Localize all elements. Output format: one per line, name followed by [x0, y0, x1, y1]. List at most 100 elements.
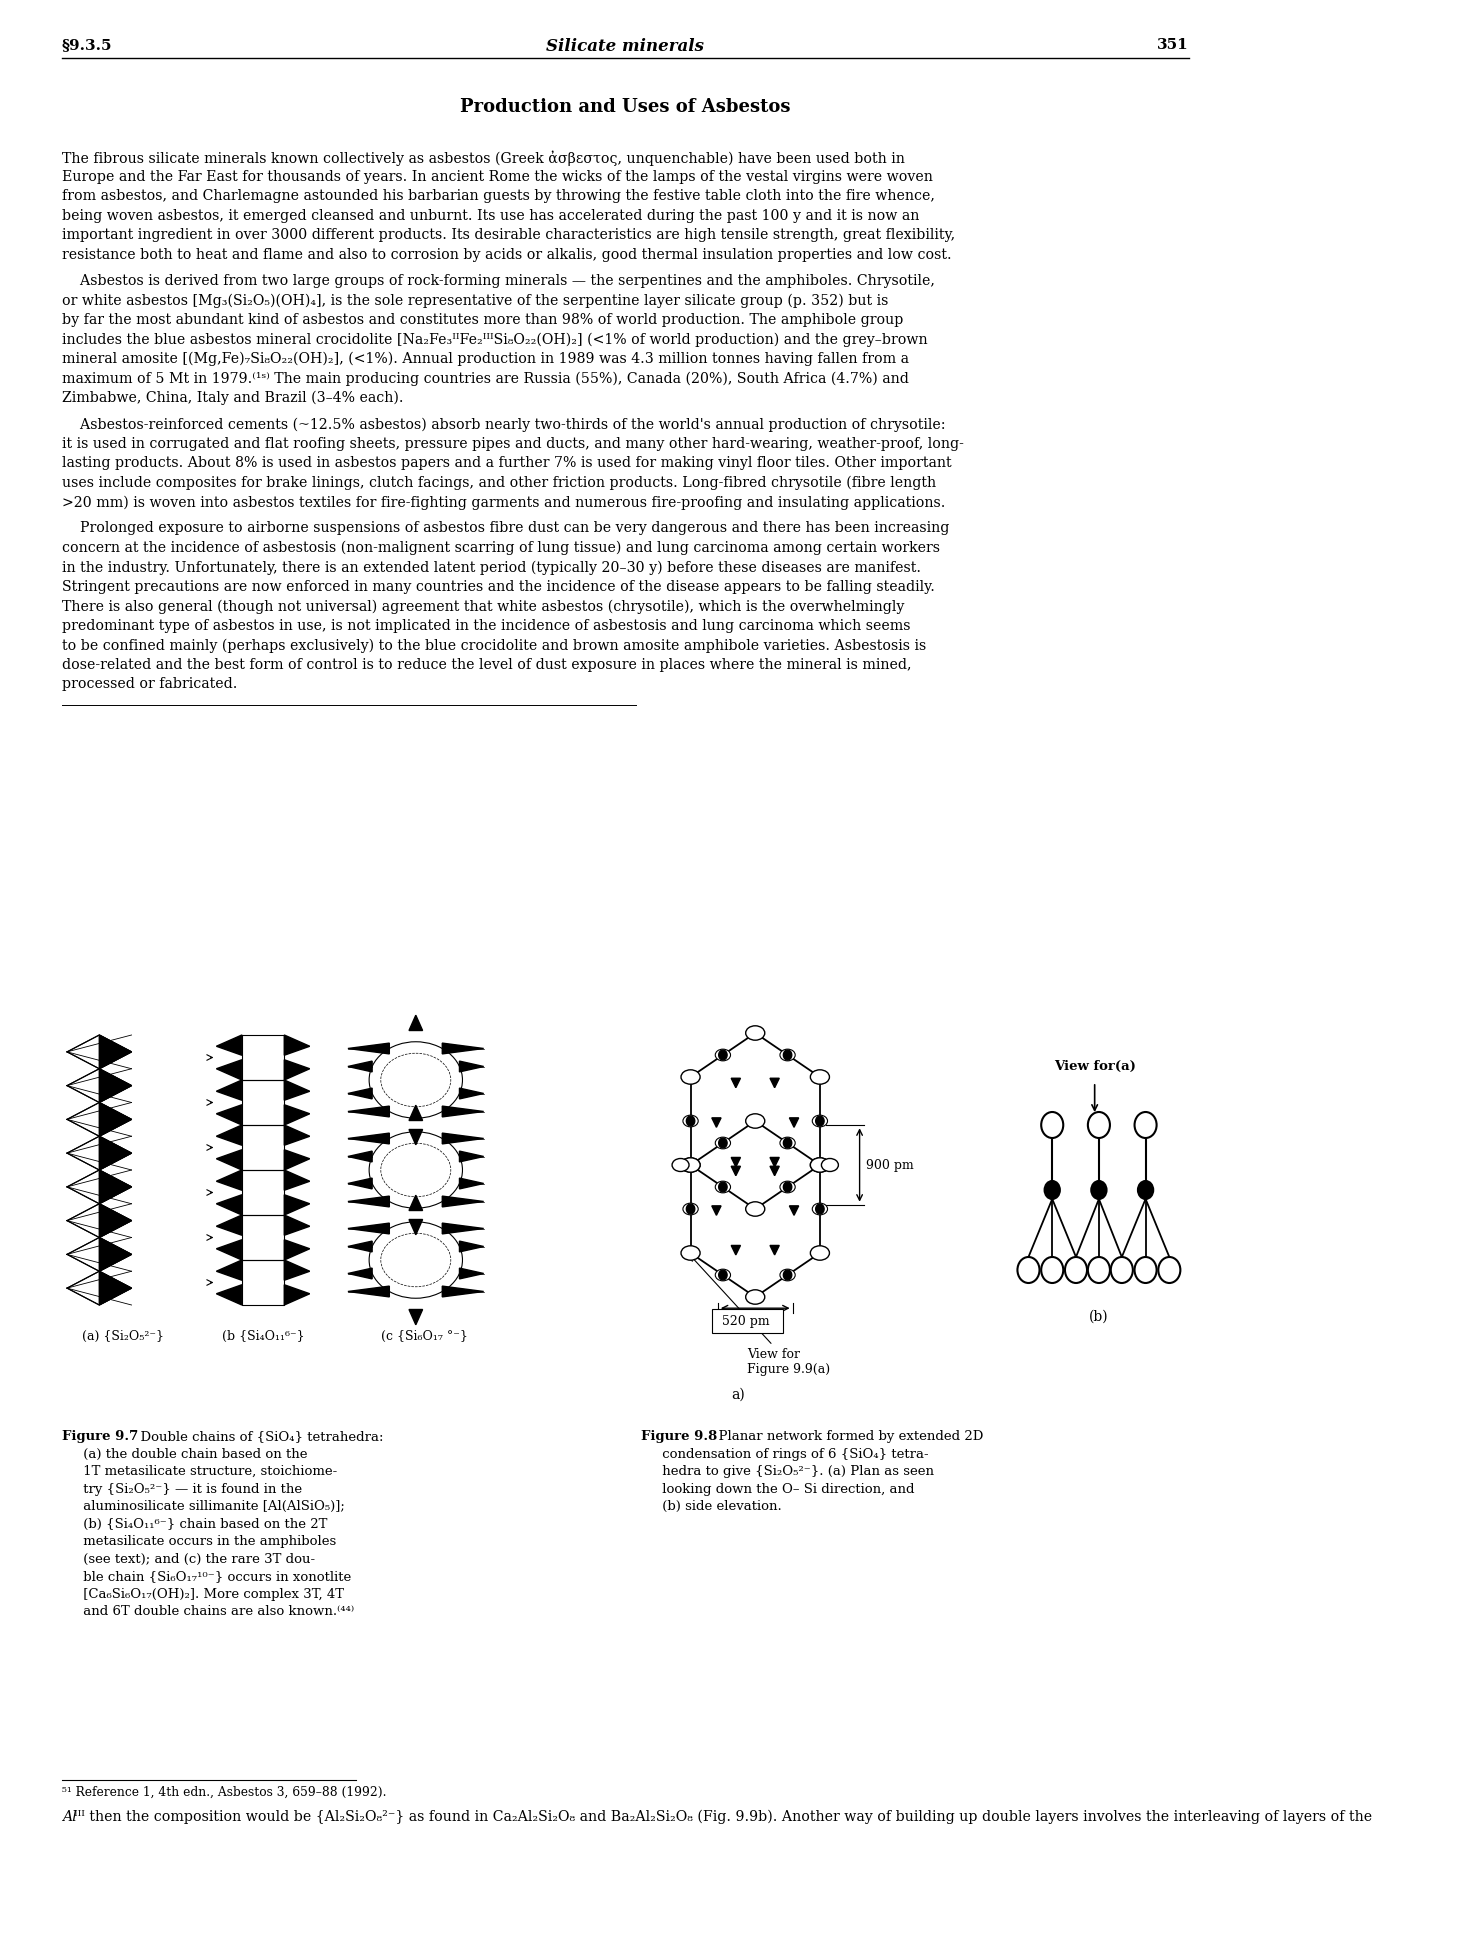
Ellipse shape [746, 1115, 765, 1128]
Circle shape [1088, 1113, 1110, 1138]
Text: [Ca₆Si₆O₁₇(OH)₂]. More complex 3T, 4T: [Ca₆Si₆O₁₇(OH)₂]. More complex 3T, 4T [62, 1587, 343, 1600]
Text: Double chains of {SiO₄} tetrahedra:: Double chains of {SiO₄} tetrahedra: [131, 1430, 383, 1444]
Text: (a) {Si₂O₅²⁻}: (a) {Si₂O₅²⁻} [83, 1329, 164, 1343]
Text: ᴵᴵᴵ then the composition would be {Al₂Si₂O₈²⁻} as found in Ca₂Al₂Si₂O₈ and Ba₂Al: ᴵᴵᴵ then the composition would be {Al₂Si… [74, 1809, 1372, 1825]
Polygon shape [408, 1016, 423, 1031]
Circle shape [719, 1138, 727, 1147]
Text: View for
Figure 9.9(a): View for Figure 9.9(a) [691, 1256, 830, 1376]
Ellipse shape [681, 1070, 700, 1084]
Text: Figure 9.8: Figure 9.8 [641, 1430, 716, 1444]
Polygon shape [99, 1238, 131, 1271]
Text: hedra to give {Si₂O₅²⁻}. (a) Plan as seen: hedra to give {Si₂O₅²⁻}. (a) Plan as see… [641, 1465, 933, 1478]
Ellipse shape [715, 1049, 731, 1060]
Polygon shape [242, 1035, 284, 1080]
Text: metasilicate occurs in the amphiboles: metasilicate occurs in the amphiboles [62, 1534, 336, 1548]
Polygon shape [442, 1196, 483, 1207]
Text: Al: Al [62, 1809, 77, 1825]
Polygon shape [284, 1215, 310, 1235]
Text: includes the blue asbestos mineral crocidolite [Na₂Fe₃ᴵᴵFe₂ᴵᴵᴵSi₈O₂₂(OH)₂] (<1% : includes the blue asbestos mineral croci… [62, 333, 927, 346]
Polygon shape [408, 1105, 423, 1120]
Text: mineral amosite [(Mg,Fe)₇Si₈O₂₂(OH)₂], (<1%). Annual production in 1989 was 4.3 : mineral amosite [(Mg,Fe)₇Si₈O₂₂(OH)₂], (… [62, 352, 909, 366]
Ellipse shape [811, 1157, 830, 1173]
Polygon shape [217, 1260, 242, 1281]
Polygon shape [284, 1105, 310, 1124]
Circle shape [1017, 1258, 1039, 1283]
Circle shape [1135, 1113, 1157, 1138]
Polygon shape [442, 1287, 483, 1296]
Polygon shape [460, 1060, 483, 1072]
Text: it is used in corrugated and flat roofing sheets, pressure pipes and ducts, and : it is used in corrugated and flat roofin… [62, 437, 964, 451]
Polygon shape [284, 1240, 310, 1260]
Polygon shape [99, 1068, 131, 1103]
Text: a): a) [731, 1387, 746, 1401]
Text: (b): (b) [1089, 1310, 1108, 1324]
Polygon shape [99, 1204, 131, 1238]
Polygon shape [348, 1087, 371, 1099]
Polygon shape [460, 1240, 483, 1252]
Polygon shape [460, 1087, 483, 1099]
Polygon shape [284, 1035, 310, 1055]
Ellipse shape [811, 1070, 830, 1084]
Polygon shape [217, 1105, 242, 1124]
Text: Production and Uses of Asbestos: Production and Uses of Asbestos [460, 99, 790, 116]
Circle shape [687, 1116, 694, 1126]
Ellipse shape [682, 1204, 699, 1215]
Ellipse shape [821, 1159, 839, 1171]
Text: Stringent precautions are now enforced in many countries and the incidence of th: Stringent precautions are now enforced i… [62, 580, 935, 594]
Polygon shape [460, 1267, 483, 1279]
Circle shape [719, 1182, 727, 1192]
Polygon shape [284, 1060, 310, 1080]
Ellipse shape [780, 1049, 794, 1060]
Polygon shape [284, 1124, 310, 1146]
Polygon shape [348, 1107, 389, 1116]
Polygon shape [242, 1171, 284, 1215]
Circle shape [783, 1269, 792, 1279]
Polygon shape [460, 1178, 483, 1188]
Polygon shape [99, 1035, 131, 1068]
Polygon shape [348, 1196, 389, 1207]
Circle shape [1041, 1258, 1063, 1283]
Polygon shape [408, 1219, 423, 1235]
Polygon shape [348, 1043, 389, 1055]
Polygon shape [348, 1267, 371, 1279]
Polygon shape [217, 1171, 242, 1190]
Circle shape [1045, 1180, 1060, 1200]
Polygon shape [242, 1215, 284, 1260]
Polygon shape [99, 1136, 131, 1171]
Ellipse shape [715, 1180, 731, 1192]
Text: 1T metasilicate structure, stoichiome-: 1T metasilicate structure, stoichiome- [62, 1465, 338, 1478]
Text: >20 mm) is woven into asbestos textiles for fire-fighting garments and numerous : >20 mm) is woven into asbestos textiles … [62, 495, 945, 509]
Ellipse shape [746, 1026, 765, 1041]
Text: Planar network formed by extended 2D: Planar network formed by extended 2D [710, 1430, 983, 1444]
Ellipse shape [811, 1157, 830, 1173]
Ellipse shape [780, 1269, 794, 1281]
Polygon shape [348, 1223, 389, 1235]
Circle shape [815, 1116, 824, 1126]
Polygon shape [99, 1103, 131, 1136]
Ellipse shape [811, 1246, 830, 1260]
Text: §9.3.5: §9.3.5 [62, 39, 112, 52]
Text: Europe and the Far East for thousands of years. In ancient Rome the wicks of the: Europe and the Far East for thousands of… [62, 170, 933, 184]
Polygon shape [66, 1035, 131, 1068]
Polygon shape [217, 1149, 242, 1171]
Text: being woven asbestos, it emerged cleansed and unburnt. Its use has accelerated d: being woven asbestos, it emerged cleanse… [62, 209, 920, 223]
Polygon shape [66, 1238, 131, 1271]
Polygon shape [284, 1080, 310, 1101]
Text: concern at the incidence of asbestosis (non-malignent scarring of lung tissue) a: concern at the incidence of asbestosis (… [62, 542, 940, 555]
Text: Prolonged exposure to airborne suspensions of asbestos fibre dust can be very da: Prolonged exposure to airborne suspensio… [62, 521, 949, 536]
Text: The fibrous silicate minerals known collectively as asbestos (Greek ἀσβεστος, un: The fibrous silicate minerals known coll… [62, 151, 905, 166]
Polygon shape [217, 1080, 242, 1101]
Text: looking down the O– Si direction, and: looking down the O– Si direction, and [641, 1482, 914, 1496]
Ellipse shape [681, 1157, 700, 1173]
Text: and 6T double chains are also known.⁽⁴⁴⁾: and 6T double chains are also known.⁽⁴⁴⁾ [62, 1604, 354, 1618]
FancyBboxPatch shape [712, 1310, 783, 1333]
Text: (b) side elevation.: (b) side elevation. [641, 1500, 781, 1513]
Circle shape [783, 1182, 792, 1192]
Polygon shape [217, 1240, 242, 1260]
Text: from asbestos, and Charlemagne astounded his barbarian guests by throwing the fe: from asbestos, and Charlemagne astounded… [62, 190, 935, 203]
Polygon shape [348, 1178, 371, 1188]
Ellipse shape [682, 1115, 699, 1126]
Text: 351: 351 [1157, 39, 1190, 52]
Polygon shape [242, 1124, 284, 1171]
Polygon shape [442, 1043, 483, 1055]
